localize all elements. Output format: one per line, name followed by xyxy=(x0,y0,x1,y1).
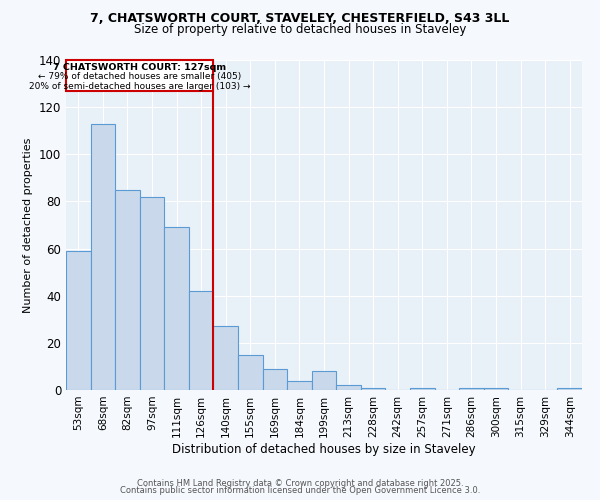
Text: 20% of semi-detached houses are larger (103) →: 20% of semi-detached houses are larger (… xyxy=(29,82,250,90)
Y-axis label: Number of detached properties: Number of detached properties xyxy=(23,138,33,312)
Bar xyxy=(287,380,312,390)
Bar xyxy=(238,354,263,390)
Text: Contains public sector information licensed under the Open Government Licence 3.: Contains public sector information licen… xyxy=(120,486,480,495)
Bar xyxy=(189,291,214,390)
Bar xyxy=(140,196,164,390)
Text: ← 79% of detached houses are smaller (405): ← 79% of detached houses are smaller (40… xyxy=(38,72,241,82)
Text: 7 CHATSWORTH COURT: 127sqm: 7 CHATSWORTH COURT: 127sqm xyxy=(53,63,226,72)
Bar xyxy=(557,388,582,390)
Bar xyxy=(336,386,361,390)
Text: Contains HM Land Registry data © Crown copyright and database right 2025.: Contains HM Land Registry data © Crown c… xyxy=(137,478,463,488)
Bar xyxy=(459,388,484,390)
Bar xyxy=(263,369,287,390)
X-axis label: Distribution of detached houses by size in Staveley: Distribution of detached houses by size … xyxy=(172,442,476,456)
Text: 7, CHATSWORTH COURT, STAVELEY, CHESTERFIELD, S43 3LL: 7, CHATSWORTH COURT, STAVELEY, CHESTERFI… xyxy=(91,12,509,26)
Bar xyxy=(312,371,336,390)
Bar xyxy=(361,388,385,390)
Bar xyxy=(66,251,91,390)
Bar xyxy=(115,190,140,390)
FancyBboxPatch shape xyxy=(66,60,214,90)
Bar xyxy=(484,388,508,390)
Bar xyxy=(214,326,238,390)
Bar xyxy=(91,124,115,390)
Text: Size of property relative to detached houses in Staveley: Size of property relative to detached ho… xyxy=(134,22,466,36)
Bar xyxy=(410,388,434,390)
Bar xyxy=(164,228,189,390)
